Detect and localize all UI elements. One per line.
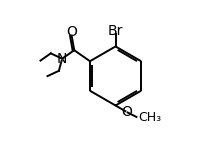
Text: O: O <box>120 105 131 119</box>
Text: N: N <box>57 52 67 66</box>
Text: Br: Br <box>107 24 123 38</box>
Text: CH₃: CH₃ <box>137 111 160 124</box>
Text: O: O <box>66 25 77 39</box>
